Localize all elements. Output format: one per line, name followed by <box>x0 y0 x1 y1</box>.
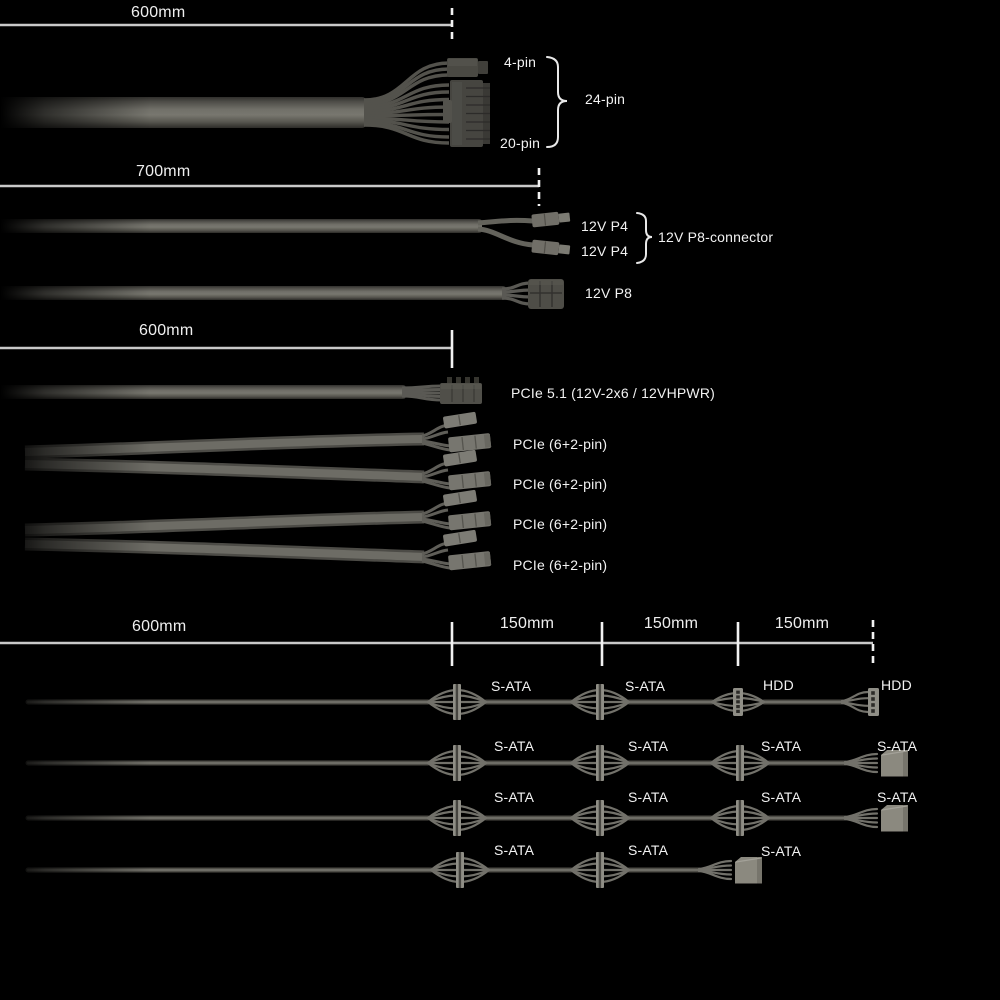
atx-20pin-connector <box>443 80 490 147</box>
sata-cables <box>25 682 910 890</box>
pcie-plug-label-3: PCIe (6+2-pin) <box>513 516 608 532</box>
p4-connector-top <box>530 209 572 229</box>
sata-row2-label-3: S-ATA <box>761 738 802 754</box>
sata-end-connector <box>843 803 910 833</box>
cpu-p4-bottom-label: 12V P4 <box>581 243 629 259</box>
sata-row3-label-2: S-ATA <box>628 789 669 805</box>
p4-connector-bottom <box>530 238 572 258</box>
pcie5-connector <box>440 377 482 404</box>
pcie-plug-label-1: PCIe (6+2-pin) <box>513 436 608 452</box>
sata-length-label-150a: 150mm <box>499 615 555 632</box>
sata-row1-label-3: HDD <box>763 677 794 693</box>
sata-row2-label-1: S-ATA <box>494 738 535 754</box>
sata-length-label-150b: 150mm <box>643 615 699 632</box>
sata-passthrough <box>569 798 631 838</box>
sata-row2-label-2: S-ATA <box>628 738 669 754</box>
pcie-6plus2-connector-2 <box>420 448 493 492</box>
pcie5-label: PCIe 5.1 (12V-2x6 / 12VHPWR) <box>511 385 716 401</box>
sata-row4-label-3: S-ATA <box>761 843 802 859</box>
atx-4pin-label: 4-pin <box>504 54 537 70</box>
cpu-p8-group-label: 12V P8-connector <box>658 229 774 245</box>
pcie-6plus2-connector-3 <box>420 488 493 532</box>
cpu-length-label: 700mm <box>136 163 191 180</box>
sata-length-label-150c: 150mm <box>774 615 830 632</box>
sata-row3-label-3: S-ATA <box>761 789 802 805</box>
sata-end-connector <box>697 855 764 885</box>
sata-row1-label-2: S-ATA <box>625 678 666 694</box>
atx-20pin-label: 20-pin <box>500 135 541 151</box>
sata-row4-label-1: S-ATA <box>494 842 535 858</box>
brace-p8 <box>636 212 653 264</box>
pcie-plug-label-4: PCIe (6+2-pin) <box>513 557 608 573</box>
sata-row4-label-2: S-ATA <box>628 842 669 858</box>
cpu-p4-top-label: 12V P4 <box>581 218 629 234</box>
sata-passthrough <box>426 682 488 722</box>
atx-cable <box>0 58 490 147</box>
cpu-p8-label: 12V P8 <box>585 285 633 301</box>
sata-passthrough <box>569 682 631 722</box>
pcie-6plus2-connector-1 <box>420 410 493 454</box>
pcie-pair-cables <box>24 432 425 564</box>
pcie-length-label: 600mm <box>139 322 194 339</box>
sata-row1-label-1: S-ATA <box>491 678 532 694</box>
sata-row3-label-4: S-ATA <box>877 789 918 805</box>
sata-row3-label-1: S-ATA <box>494 789 535 805</box>
p8-connector <box>528 279 564 309</box>
brace-24pin <box>546 56 568 148</box>
pcie-plug-label-2: PCIe (6+2-pin) <box>513 476 608 492</box>
pcie-6plus2-connector-4 <box>420 528 493 572</box>
cpu-cables <box>0 209 572 309</box>
pcie-cables <box>0 377 493 572</box>
sata-passthrough <box>569 743 631 783</box>
sata-length-label-600: 600mm <box>132 618 187 635</box>
sata-row2-label-4: S-ATA <box>877 738 918 754</box>
sata-passthrough <box>429 850 491 890</box>
hdd-end-connector <box>840 686 881 718</box>
cable-artwork <box>0 58 910 890</box>
sata-row1-label-4: HDD <box>881 677 912 693</box>
measurement-lines <box>0 8 875 668</box>
sata-passthrough <box>426 798 488 838</box>
sata-passthrough <box>426 743 488 783</box>
sata-passthrough <box>709 798 771 838</box>
atx-24pin-label: 24-pin <box>585 91 626 107</box>
atx-length-label: 600mm <box>131 4 186 21</box>
sata-passthrough <box>569 850 631 890</box>
hdd-passthrough <box>710 686 766 718</box>
atx-4pin-connector <box>447 58 488 77</box>
